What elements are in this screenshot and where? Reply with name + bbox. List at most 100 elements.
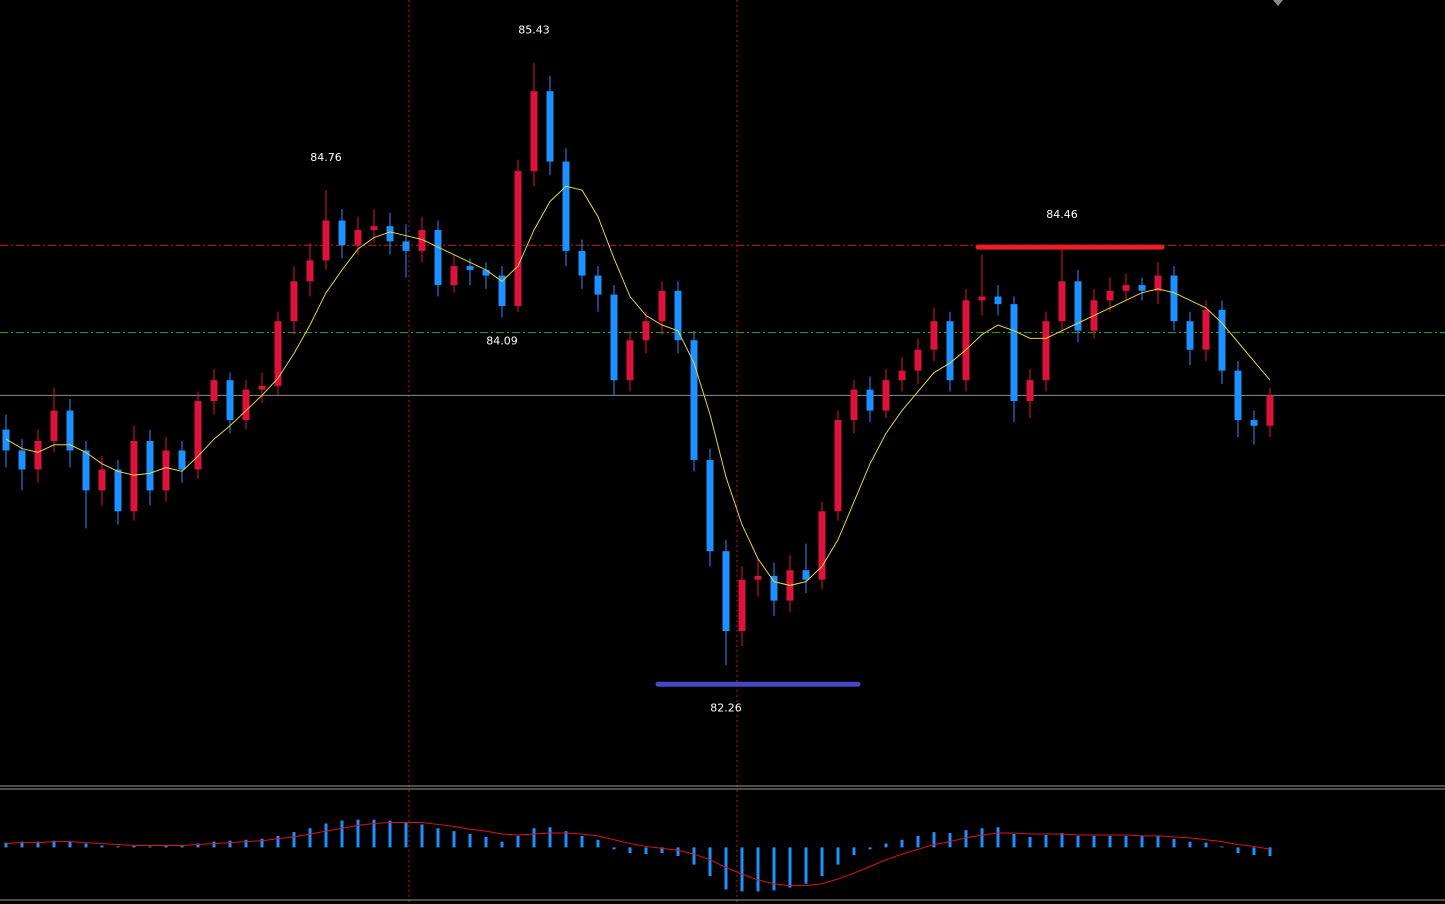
candle-body bbox=[818, 511, 826, 580]
candle-body bbox=[1266, 395, 1274, 426]
candle-body bbox=[754, 575, 762, 580]
candle-body bbox=[18, 450, 26, 470]
candle-body bbox=[1218, 309, 1226, 371]
macd-bar bbox=[948, 833, 952, 848]
macd-bar bbox=[84, 843, 88, 848]
candle-body bbox=[658, 290, 666, 322]
macd-signal bbox=[5, 822, 1271, 887]
candle-body bbox=[850, 389, 858, 421]
macd-bar bbox=[1012, 834, 1016, 848]
candle-body bbox=[1154, 275, 1162, 291]
candle-body bbox=[98, 469, 106, 491]
macd-bar bbox=[68, 841, 72, 848]
candle-body bbox=[274, 321, 282, 386]
macd-bar bbox=[740, 847, 744, 892]
candle-body bbox=[626, 340, 634, 381]
candle-body bbox=[162, 450, 170, 491]
candle-body bbox=[1010, 304, 1018, 402]
macd-bar bbox=[788, 847, 792, 888]
candle-body bbox=[226, 380, 234, 421]
macd-bar bbox=[564, 831, 568, 848]
candle-body bbox=[258, 385, 266, 390]
macd-bar bbox=[228, 840, 232, 848]
candle-body bbox=[994, 296, 1002, 305]
candle-body bbox=[194, 401, 202, 470]
macd-bar bbox=[596, 839, 600, 848]
price-label: 85.43 bbox=[518, 24, 550, 37]
macd-bar bbox=[548, 827, 552, 848]
macd-bar bbox=[1220, 846, 1224, 848]
candle-body bbox=[738, 579, 746, 632]
macd-bar bbox=[308, 828, 312, 848]
candle-body bbox=[2, 429, 10, 451]
candle-body bbox=[1026, 380, 1034, 402]
candle-body bbox=[1170, 275, 1178, 322]
candle-body bbox=[594, 275, 602, 295]
candle-body bbox=[178, 450, 186, 470]
candle-body bbox=[562, 161, 570, 251]
macd-bar bbox=[836, 847, 840, 865]
macd-bar bbox=[420, 824, 424, 848]
macd-bar bbox=[1172, 838, 1176, 848]
macd-bar bbox=[180, 845, 184, 848]
macd-bar bbox=[1044, 834, 1048, 848]
macd-bar bbox=[1028, 836, 1032, 848]
macd-bar bbox=[724, 847, 728, 890]
candle-body bbox=[978, 296, 986, 301]
macd-bar bbox=[676, 847, 680, 856]
macd-bar bbox=[468, 834, 472, 848]
candle-body bbox=[610, 294, 618, 381]
candle-body bbox=[66, 410, 74, 451]
macd-bar bbox=[324, 823, 328, 848]
macd-bar bbox=[852, 847, 856, 856]
candle-body bbox=[866, 389, 874, 411]
macd-bar bbox=[612, 847, 616, 850]
macd-bar bbox=[244, 839, 248, 848]
macd-bar bbox=[356, 819, 360, 848]
macd-bar bbox=[276, 835, 280, 848]
candle-body bbox=[930, 321, 938, 350]
macd-bar bbox=[260, 838, 264, 848]
candle-body bbox=[690, 340, 698, 460]
macd-bar bbox=[132, 845, 136, 848]
candle-body bbox=[530, 91, 538, 172]
macd-bar bbox=[36, 841, 40, 848]
macd-bar bbox=[772, 847, 776, 891]
macd-bar bbox=[708, 847, 712, 877]
macd-bar bbox=[164, 845, 168, 848]
macd-bar bbox=[756, 847, 760, 892]
candle-body bbox=[386, 226, 394, 242]
candle-body bbox=[34, 440, 42, 470]
candle-body bbox=[146, 440, 154, 491]
candle-body bbox=[306, 260, 314, 282]
candle-body bbox=[882, 380, 890, 411]
candle-body bbox=[498, 275, 506, 307]
macd-bar bbox=[916, 835, 920, 848]
candle-body bbox=[1106, 290, 1114, 301]
candle-body bbox=[130, 440, 138, 512]
candle-body bbox=[50, 410, 58, 441]
macd-bar bbox=[1076, 835, 1080, 848]
candle-body bbox=[898, 370, 906, 381]
macd-bar bbox=[148, 846, 152, 848]
candle-body bbox=[1122, 285, 1130, 291]
candle-body bbox=[242, 389, 250, 421]
macd-bar bbox=[116, 846, 120, 848]
candle-body bbox=[834, 420, 842, 512]
macd-bar bbox=[372, 819, 376, 848]
macd-bar bbox=[20, 841, 24, 848]
macd-bar bbox=[692, 847, 696, 865]
candle-body bbox=[1074, 281, 1082, 331]
macd-bar bbox=[1108, 835, 1112, 848]
candle-body bbox=[674, 290, 682, 341]
candle-body bbox=[642, 321, 650, 341]
candle-body bbox=[82, 450, 90, 491]
candle-body bbox=[418, 229, 426, 251]
macd-bar bbox=[452, 831, 456, 848]
macd-bar bbox=[868, 847, 872, 850]
macd-bar bbox=[100, 845, 104, 848]
candle-body bbox=[354, 229, 362, 246]
candle-body bbox=[770, 575, 778, 601]
price-label: 84.46 bbox=[1046, 208, 1078, 221]
